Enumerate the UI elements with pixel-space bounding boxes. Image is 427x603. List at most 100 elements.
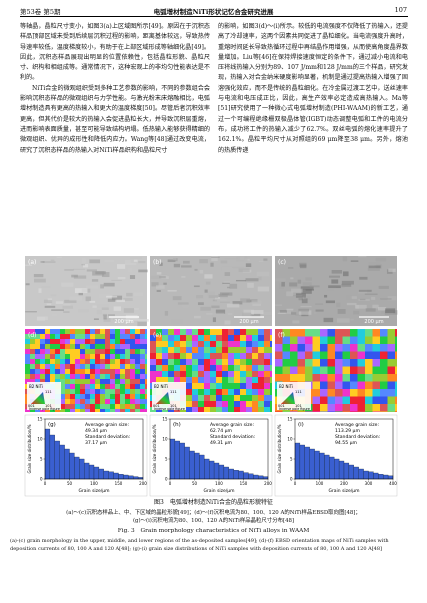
ebsd-grain xyxy=(110,329,115,334)
ebsd-grain xyxy=(270,341,272,347)
ebsd-grain xyxy=(216,395,222,401)
ebsd-grain xyxy=(342,374,350,382)
histogram-bar xyxy=(338,460,345,480)
grain-texture xyxy=(159,276,166,279)
grain-texture xyxy=(129,316,140,321)
ebsd-grain xyxy=(258,371,264,377)
grain-texture xyxy=(215,309,226,314)
ebsd-grain xyxy=(25,354,30,359)
ebsd-grain xyxy=(192,401,198,407)
ebsd-grain xyxy=(305,344,313,352)
ebsd-grain xyxy=(156,353,162,359)
stat-text: Average grain size: xyxy=(335,422,379,428)
ebsd-grain xyxy=(312,374,320,382)
x-tick-label: 400 xyxy=(389,481,397,486)
ebsd-grain xyxy=(357,344,365,352)
ebsd-grain xyxy=(100,364,105,369)
grain-texture xyxy=(34,278,46,283)
ebsd-grain xyxy=(372,344,380,352)
ebsd-grain xyxy=(156,329,162,335)
ebsd-grain xyxy=(372,374,380,382)
ebsd-grain xyxy=(234,383,240,389)
ebsd-grain xyxy=(327,329,335,337)
ebsd-grain xyxy=(45,379,50,384)
ebsd-grain xyxy=(192,341,198,347)
ebsd-grain xyxy=(140,329,145,334)
ebsd-grain xyxy=(130,359,135,364)
ebsd-grain xyxy=(75,339,80,344)
ebsd-grain xyxy=(192,395,198,401)
ebsd-grain xyxy=(264,371,270,377)
ebsd-grain xyxy=(216,407,222,412)
ebsd-grain xyxy=(216,371,222,377)
grain-texture xyxy=(92,305,97,308)
ebsd-grain xyxy=(30,354,35,359)
grain-texture xyxy=(167,290,177,292)
ebsd-grain xyxy=(135,354,140,359)
ebsd-grain xyxy=(162,377,168,383)
ebsd-grain xyxy=(216,335,222,341)
ebsd-grain xyxy=(35,359,40,364)
ebsd-grain xyxy=(168,359,174,365)
ebsd-grain xyxy=(50,354,55,359)
ebsd-grain xyxy=(65,374,70,379)
ebsd-grain xyxy=(110,394,115,399)
ebsd-grain xyxy=(192,347,198,353)
grain-texture xyxy=(133,307,139,310)
ebsd-grain xyxy=(30,364,35,369)
ebsd-grain xyxy=(95,399,100,404)
ebsd-grain xyxy=(246,407,252,412)
grain-texture xyxy=(41,286,51,288)
ebsd-grain xyxy=(228,371,234,377)
ebsd-grain xyxy=(192,329,198,335)
ebsd-grain xyxy=(135,334,140,339)
ebsd-grain xyxy=(50,344,55,349)
ebsd-grain xyxy=(350,329,358,337)
ebsd-grain xyxy=(145,379,147,384)
ebsd-grain xyxy=(125,389,130,394)
ebsd-grain xyxy=(234,401,240,407)
grain-texture xyxy=(210,262,214,267)
y-axis-label: Grain size distribution/% xyxy=(152,424,157,473)
ebsd-grain xyxy=(135,349,140,354)
grain-texture xyxy=(182,302,189,308)
ebsd-grain xyxy=(30,409,35,412)
ebsd-grain xyxy=(222,401,228,407)
histogram-bar xyxy=(334,458,340,480)
ebsd-grain xyxy=(335,351,343,359)
histogram-bar xyxy=(329,456,335,480)
grain-texture xyxy=(327,288,334,292)
ebsd-grain xyxy=(125,349,130,354)
ebsd-grain xyxy=(35,334,40,339)
grain-texture xyxy=(117,276,126,280)
ebsd-grain xyxy=(70,399,75,404)
ebsd-grain xyxy=(222,395,228,401)
grain-texture xyxy=(97,304,109,309)
ebsd-grain xyxy=(365,396,373,404)
ebsd-grain xyxy=(320,389,328,397)
ebsd-grain xyxy=(95,329,100,334)
grain-texture xyxy=(117,264,126,269)
grain-texture xyxy=(126,292,133,297)
histogram-bar xyxy=(262,476,269,480)
ebsd-grain xyxy=(125,329,130,334)
ebsd-grain xyxy=(135,374,140,379)
ebsd-grain xyxy=(115,344,120,349)
ebsd-grain xyxy=(342,359,350,367)
histogram-bar xyxy=(299,444,305,480)
ebsd-grain xyxy=(275,344,283,352)
ebsd-grain xyxy=(282,366,290,374)
ebsd-grain xyxy=(105,404,110,409)
ebsd-grain xyxy=(240,389,246,395)
ebsd-grain xyxy=(168,371,174,377)
histogram-bar xyxy=(74,456,80,480)
grain-texture xyxy=(370,300,375,302)
ebsd-grain xyxy=(105,344,110,349)
ebsd-grain xyxy=(80,344,85,349)
ebsd-grain xyxy=(30,329,35,334)
ebsd-grain xyxy=(327,374,335,382)
ebsd-grain xyxy=(55,409,60,412)
ebsd-grain xyxy=(45,339,50,344)
ebsd-grain xyxy=(90,359,95,364)
grain-texture xyxy=(238,268,250,272)
